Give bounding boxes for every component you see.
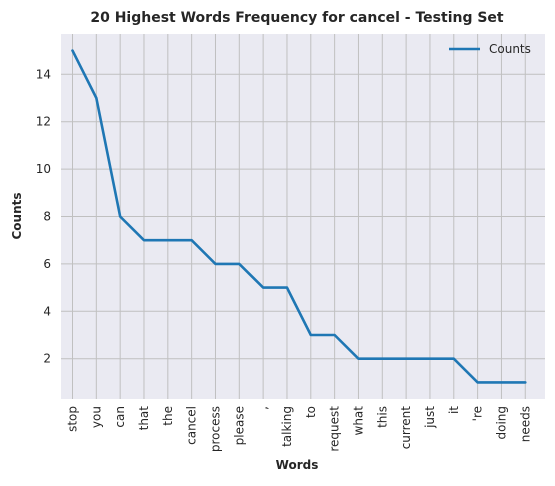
x-axis-label: Words <box>276 458 319 472</box>
x-tick-label-item-8: , <box>256 406 270 410</box>
x-tick-label-talking: talking <box>280 406 294 447</box>
chart-title: 20 Highest Words Frequency for cancel - … <box>90 10 504 26</box>
x-tick-label-doing: doing <box>494 406 508 440</box>
y-tick-label: 8 <box>43 210 51 224</box>
x-tick-label-can: can <box>113 406 127 428</box>
x-tick-label-process: process <box>208 406 222 452</box>
x-tick-label-current: current <box>399 406 413 450</box>
x-tick-label-it: it <box>447 406 461 414</box>
x-tick-label-the: the <box>161 406 175 426</box>
series-line-counts <box>71 49 527 384</box>
x-tick-label-just: just <box>423 406 437 429</box>
y-tick-label: 2 <box>43 352 51 366</box>
x-tick-label-you: you <box>89 406 103 428</box>
series-layer <box>71 49 527 384</box>
x-tick-label-to: to <box>304 406 318 418</box>
x-tick-label-this: this <box>375 406 389 428</box>
y-tick-label: 10 <box>36 162 51 176</box>
x-tick-label-cancel: cancel <box>185 406 199 445</box>
legend-label-counts: Counts <box>489 42 531 56</box>
y-tick-label: 4 <box>43 304 51 318</box>
grid-lines <box>61 34 545 399</box>
x-axis-ticks: stop you can that the cancel process please, tal… <box>66 406 533 452</box>
x-tick-label-please: please <box>232 406 246 445</box>
x-tick-label-needs: needs <box>518 406 532 442</box>
legend: Counts <box>449 42 531 56</box>
x-tick-label-stop: stop <box>66 406 80 432</box>
x-tick-label-that: that <box>137 406 151 431</box>
y-axis-label: Counts <box>10 192 24 239</box>
y-tick-label: 14 <box>36 67 51 81</box>
x-tick-label-re: 're <box>471 406 485 421</box>
y-axis-ticks: 2 4 6 8 10 12 14 <box>36 67 51 365</box>
x-tick-label-request: request <box>328 406 342 452</box>
y-tick-label: 12 <box>36 115 51 129</box>
y-tick-label: 6 <box>43 257 51 271</box>
x-tick-label-what: what <box>351 406 365 436</box>
